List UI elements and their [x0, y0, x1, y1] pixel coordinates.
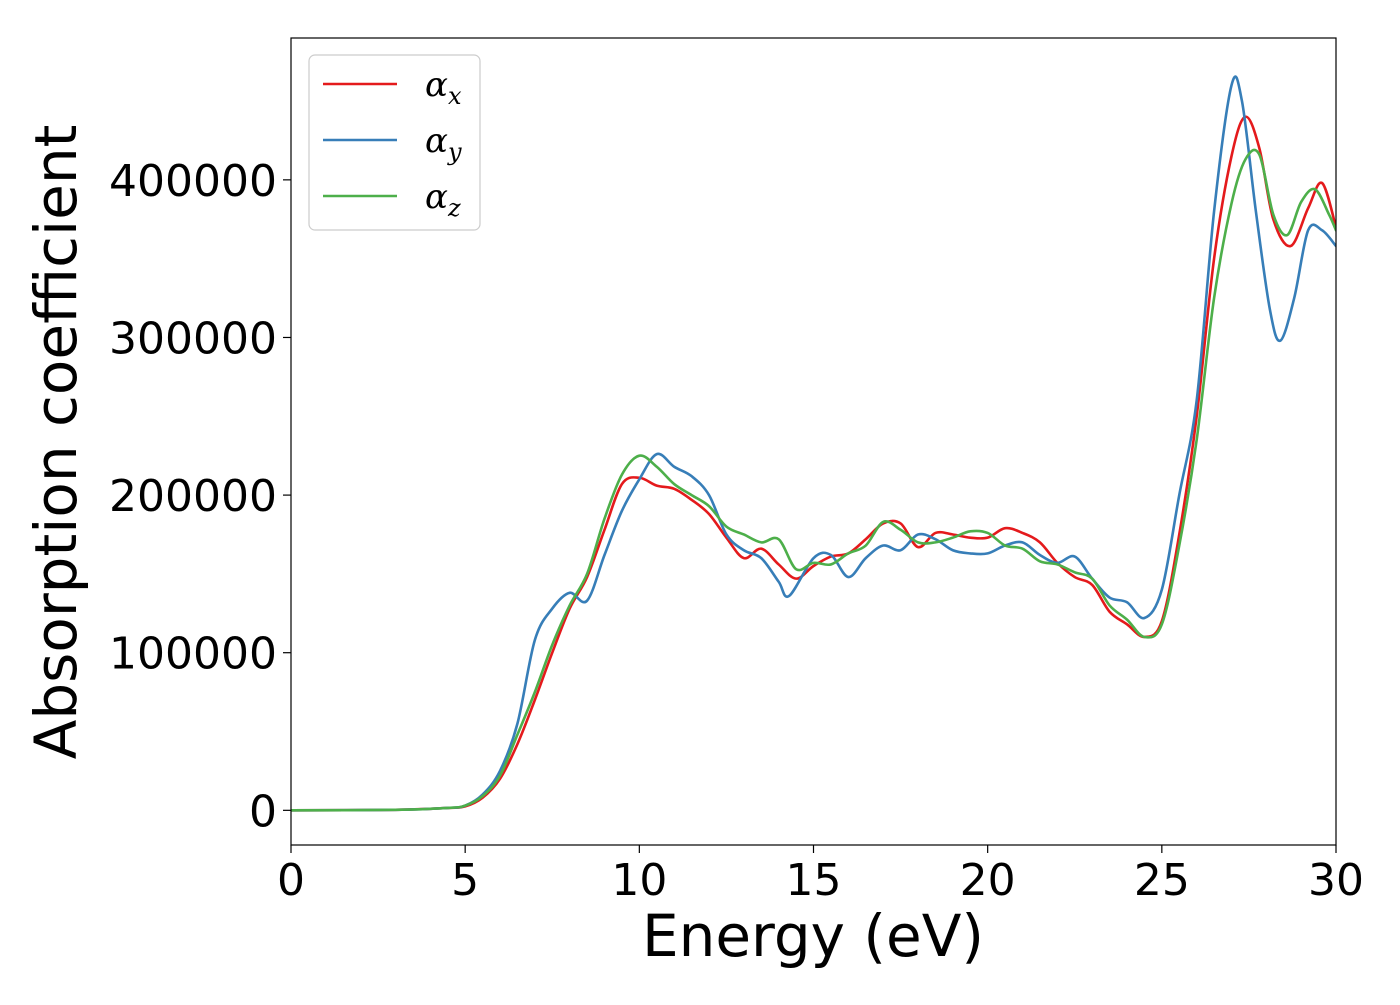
- legend-label-z: αz: [425, 177, 461, 222]
- x-tick-label: 30: [1308, 855, 1364, 906]
- x-tick-label: 15: [786, 855, 842, 906]
- series-layer: [291, 75, 1336, 812]
- legend-label-x: αx: [425, 65, 462, 110]
- x-axis-title: Energy (eV): [642, 902, 984, 970]
- x-tick-label: 5: [451, 855, 479, 906]
- x-axis: 0 5 10 15 20 25 30: [277, 845, 1364, 906]
- x-tick-label: 0: [277, 855, 305, 906]
- series-line-x: [291, 115, 1336, 812]
- y-axis-title: Absorption coefficient: [22, 125, 90, 760]
- y-tick-label: 400000: [109, 156, 277, 207]
- series-line-z: [291, 148, 1336, 812]
- x-tick-label: 25: [1134, 855, 1190, 906]
- y-axis: 0 100000 200000 300000 400000: [109, 156, 291, 837]
- y-tick-label: 0: [249, 786, 277, 837]
- y-tick-label: 300000: [109, 313, 277, 364]
- legend: αx αy αz: [308, 54, 481, 231]
- legend-box: [308, 54, 481, 231]
- legend-label-y: αy: [425, 121, 462, 166]
- x-tick-label: 10: [611, 855, 667, 906]
- series-line-y: [291, 75, 1336, 812]
- x-tick-label: 20: [960, 855, 1016, 906]
- y-tick-label: 200000: [109, 471, 277, 522]
- y-tick-label: 100000: [109, 629, 277, 680]
